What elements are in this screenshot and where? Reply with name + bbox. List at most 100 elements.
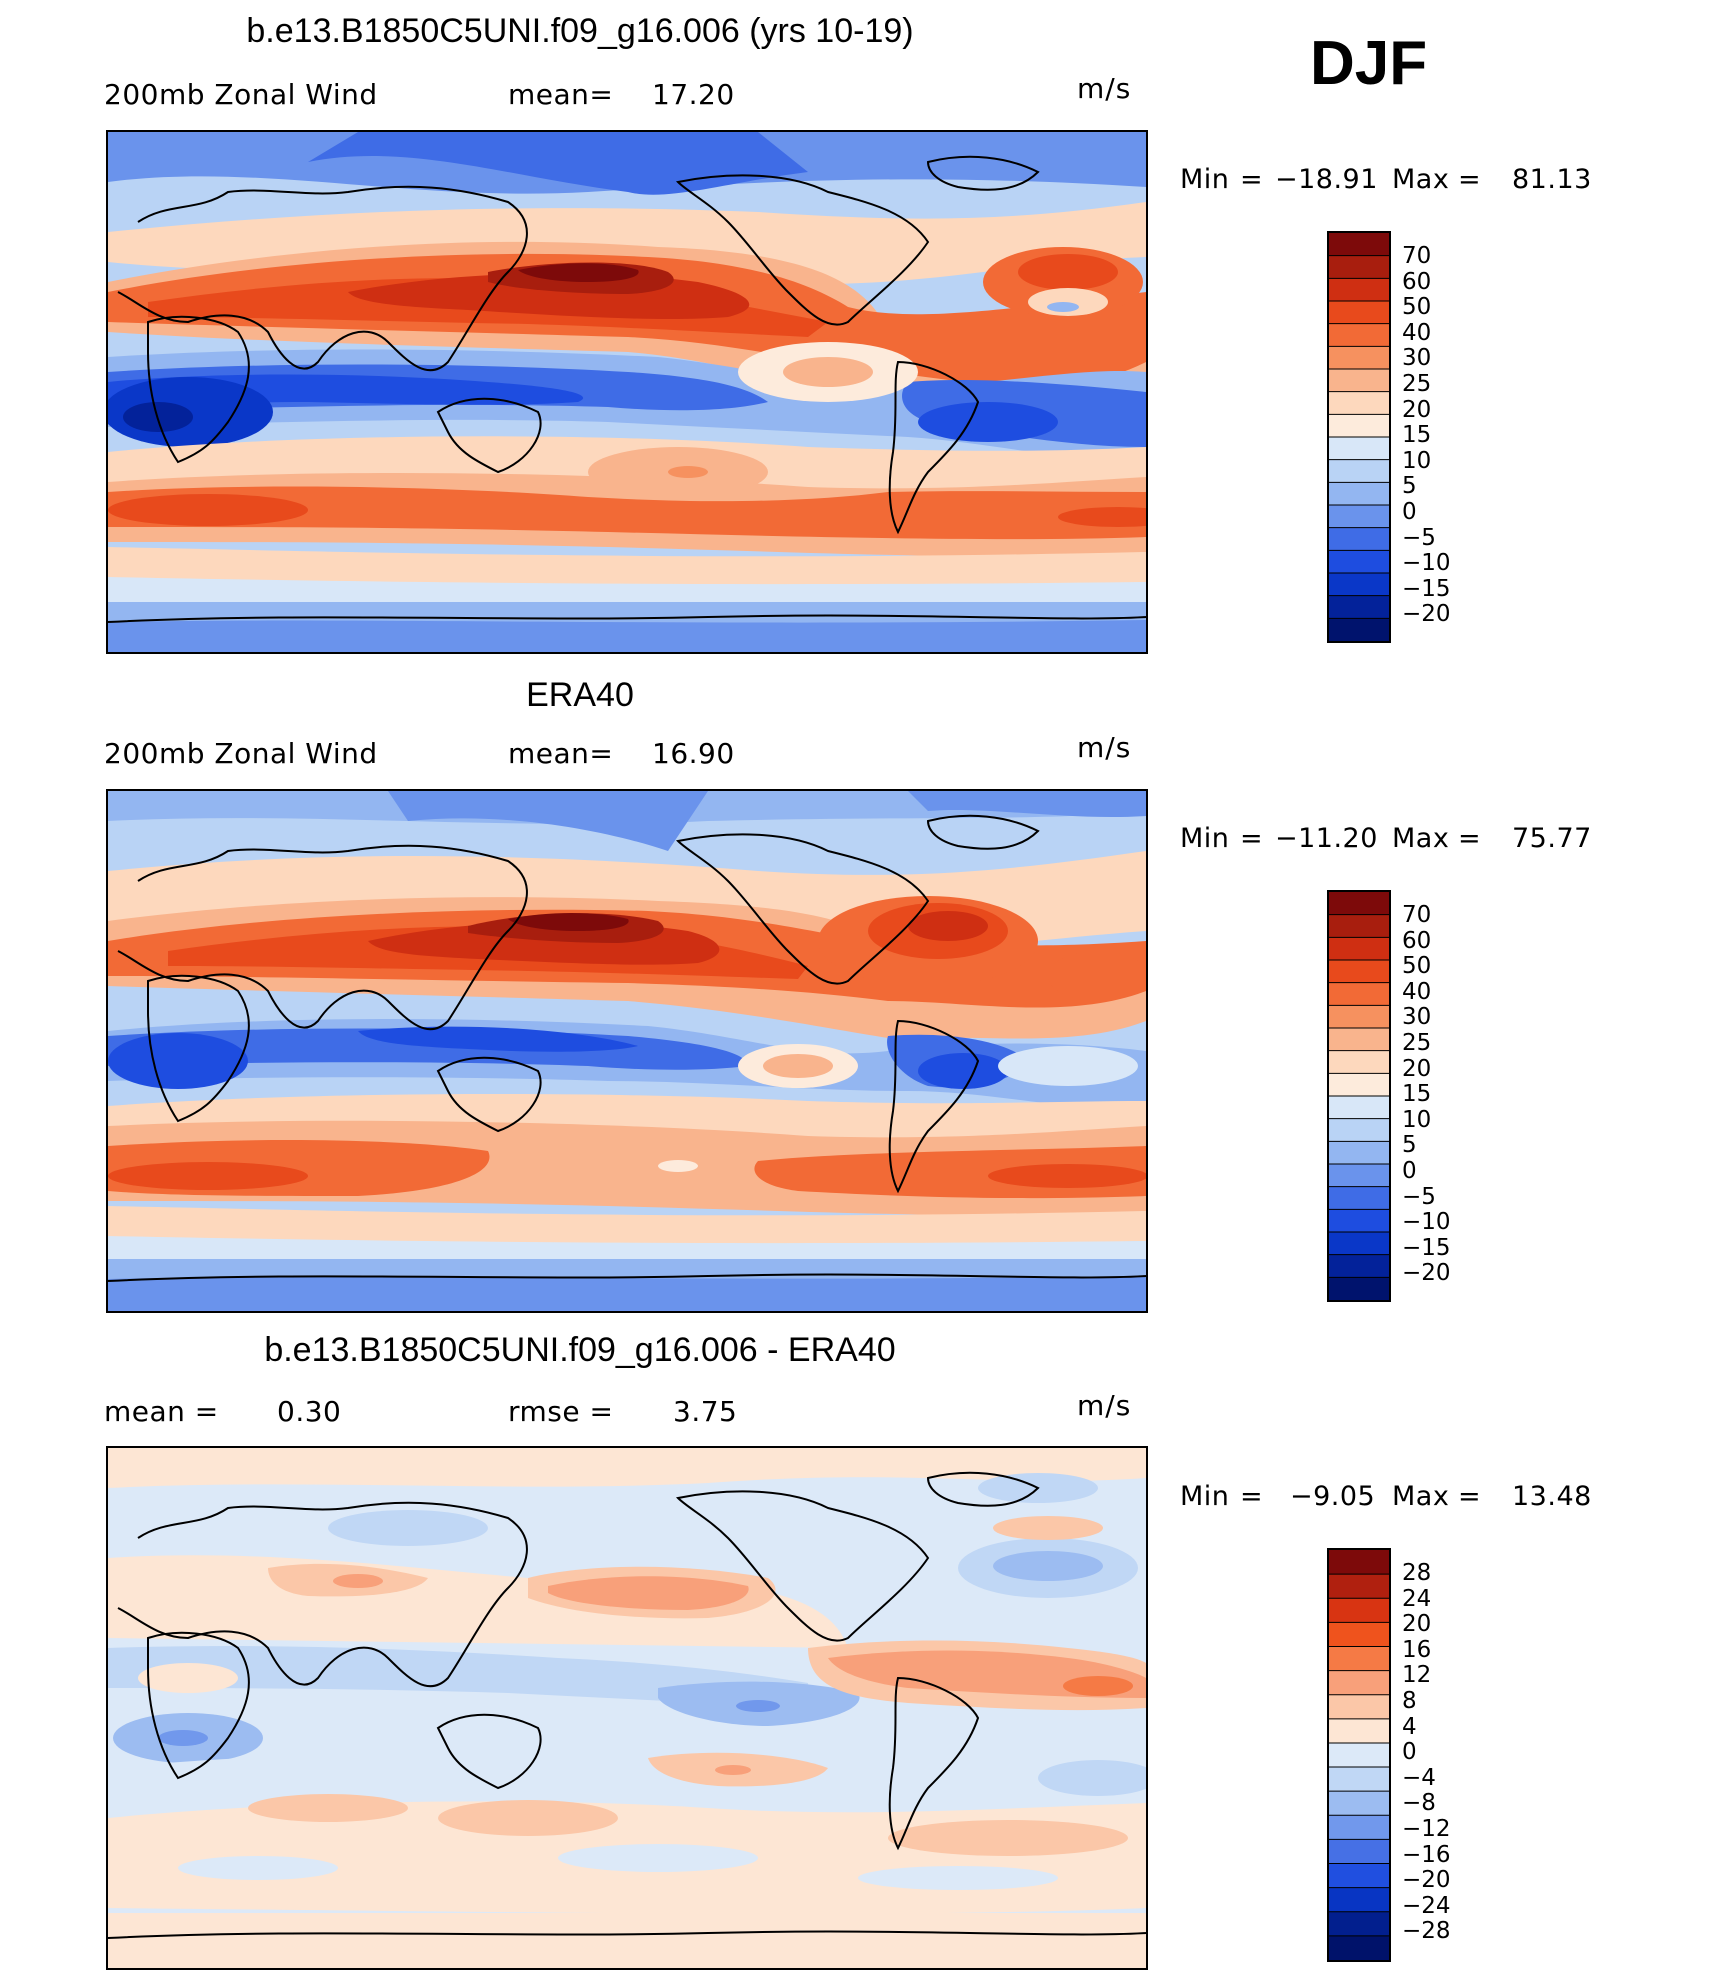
colorbar-swatch — [1329, 255, 1389, 279]
colorbar-label: 25 — [1402, 370, 1432, 397]
colorbar-label: −12 — [1402, 1815, 1451, 1842]
panel2-units: m/s — [1077, 731, 1132, 764]
colorbar-label: 50 — [1402, 294, 1432, 321]
colorbar-swatch — [1329, 505, 1389, 529]
colorbar-label: 5 — [1402, 1132, 1417, 1159]
colorbar-swatch — [1329, 437, 1389, 461]
colorbar-swatch — [1329, 573, 1389, 597]
colorbar-label: 20 — [1402, 1611, 1432, 1638]
panel1-max-label: Max — [1392, 164, 1450, 195]
colorbar-label: −10 — [1402, 550, 1451, 577]
colorbar-swatch — [1329, 1598, 1389, 1623]
colorbar-swatch — [1329, 550, 1389, 574]
colorbar-label: 28 — [1402, 1560, 1432, 1586]
colorbar-label: 0 — [1402, 1739, 1417, 1766]
colorbar-swatch — [1329, 982, 1389, 1006]
colorbar-swatch — [1329, 1050, 1389, 1074]
colorbar-swatch — [1329, 459, 1389, 483]
colorbar-swatch — [1329, 1550, 1389, 1575]
colorbar-label: −16 — [1402, 1841, 1451, 1868]
panel3-rmse-value: 3.75 — [673, 1395, 738, 1428]
colorbar-swatch — [1329, 1141, 1389, 1165]
panel3-colorbar-swatches — [1329, 1550, 1389, 1960]
panel1-mean-value: 17.20 — [652, 78, 735, 111]
panel1-mean-label: mean= — [508, 78, 614, 111]
panel2-min-value: −11.20 — [1275, 823, 1378, 854]
panel2-min-label: Min — [1180, 823, 1230, 854]
panel1-map — [106, 130, 1148, 654]
colorbar-label: −20 — [1402, 1260, 1451, 1287]
panel2-title: ERA40 — [526, 676, 634, 714]
colorbar-swatch — [1329, 960, 1389, 984]
panel3-min-label: Min — [1180, 1481, 1230, 1512]
panel2-mean-value: 16.90 — [652, 737, 735, 770]
colorbar-swatch — [1329, 1186, 1389, 1210]
colorbar-swatch — [1329, 595, 1389, 619]
colorbar-label: 40 — [1402, 319, 1432, 346]
colorbar-swatch — [1329, 1718, 1389, 1744]
panel3-mean-label: mean = — [104, 1395, 219, 1428]
colorbar-label: 30 — [1402, 1004, 1432, 1031]
panel3-max-value: 13.48 — [1512, 1481, 1592, 1512]
season-label: DJF — [1310, 29, 1428, 98]
colorbar-swatch — [1329, 346, 1389, 370]
panel3-contour-field — [108, 1448, 1146, 1968]
colorbar-swatch — [1329, 1254, 1389, 1278]
panel2-colorbar-swatches — [1329, 892, 1389, 1300]
colorbar-label: −20 — [1402, 1867, 1451, 1894]
colorbar-label: 50 — [1402, 953, 1432, 980]
colorbar-swatch — [1329, 1911, 1389, 1937]
colorbar-swatch — [1329, 1209, 1389, 1233]
panel1-min-label: Min — [1180, 164, 1230, 195]
colorbar-label: −8 — [1402, 1790, 1436, 1817]
colorbar-label: −15 — [1402, 1234, 1451, 1261]
panel2-variable: 200mb Zonal Wind — [104, 737, 378, 770]
colorbar-swatch — [1329, 892, 1389, 916]
colorbar-swatch — [1329, 414, 1389, 438]
colorbar-label: 30 — [1402, 345, 1432, 372]
colorbar-label: 4 — [1402, 1713, 1417, 1740]
panel3-title: b.e13.B1850C5UNI.f09_g16.006 - ERA40 — [264, 1331, 896, 1369]
colorbar-swatch — [1329, 937, 1389, 961]
colorbar-label: 70 — [1402, 902, 1432, 928]
panel3-min-value: −9.05 — [1290, 1481, 1376, 1512]
colorbar-swatch — [1329, 1694, 1389, 1720]
colorbar-swatch — [1329, 1863, 1389, 1889]
colorbar-swatch — [1329, 1232, 1389, 1256]
colorbar-swatch — [1329, 1887, 1389, 1913]
colorbar-swatch — [1329, 323, 1389, 347]
panel3-units: m/s — [1077, 1389, 1132, 1422]
colorbar-swatch — [1329, 1073, 1389, 1097]
colorbar-swatch — [1329, 914, 1389, 938]
colorbar-swatch — [1329, 1118, 1389, 1142]
panel2-contour-field — [108, 791, 1146, 1311]
colorbar-label: −15 — [1402, 575, 1451, 602]
colorbar-swatch — [1329, 1096, 1389, 1120]
panel2-max-value: 75.77 — [1512, 823, 1592, 854]
colorbar-label: −4 — [1402, 1764, 1436, 1791]
colorbar-swatch — [1329, 1839, 1389, 1865]
colorbar-swatch — [1329, 369, 1389, 393]
colorbar-label: −24 — [1402, 1892, 1451, 1919]
colorbar-label: 10 — [1402, 1106, 1432, 1133]
colorbar-label: 40 — [1402, 978, 1432, 1005]
panel2-mean-label: mean= — [508, 737, 614, 770]
panel3-colorbar — [1327, 1548, 1391, 1962]
panel3-map — [106, 1446, 1148, 1970]
panel3-max-label: Max — [1392, 1481, 1450, 1512]
colorbar-label: 60 — [1402, 268, 1432, 295]
colorbar-label: −10 — [1402, 1209, 1451, 1236]
colorbar-label: 70 — [1402, 243, 1432, 269]
colorbar-swatch — [1329, 482, 1389, 506]
colorbar-label: −5 — [1402, 524, 1436, 551]
colorbar-swatch — [1329, 1574, 1389, 1599]
colorbar-swatch — [1329, 1935, 1389, 1960]
panel2-map — [106, 789, 1148, 1313]
colorbar-label: −28 — [1402, 1918, 1451, 1945]
colorbar-swatch — [1329, 1164, 1389, 1188]
panel2-max-label: Max — [1392, 823, 1450, 854]
colorbar-swatch — [1329, 1670, 1389, 1696]
panel3-colorbar-labels: 28 24 20 16 12 8 4 0 −4 −8 −12 −16 −20 −… — [1402, 1560, 1451, 1945]
colorbar-label: 20 — [1402, 396, 1432, 423]
colorbar-label: −5 — [1402, 1183, 1436, 1210]
